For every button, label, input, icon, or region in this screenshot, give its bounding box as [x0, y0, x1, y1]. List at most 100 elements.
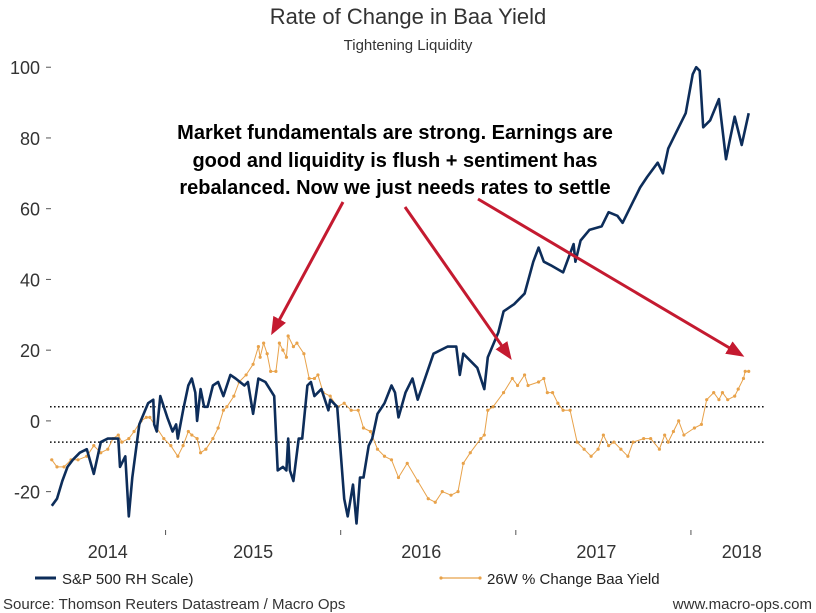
- legend: S&P 500 RH Scale) 26W % Change Baa Yield: [35, 571, 660, 588]
- baa-yield-point: [291, 345, 296, 349]
- baa-yield-point: [741, 376, 746, 381]
- baa-yield-point: [582, 447, 586, 451]
- baa-yield-point: [389, 458, 394, 462]
- baa-yield-point: [92, 444, 96, 448]
- legend-marker: [478, 576, 482, 580]
- baa-yield-point: [682, 433, 686, 437]
- baa-yield-point: [162, 436, 166, 441]
- baa-yield-point: [733, 394, 737, 398]
- baa-yield-point: [195, 436, 199, 441]
- baa-yield-point: [256, 345, 260, 349]
- x-tick-label: 2017: [576, 542, 616, 562]
- y-tick-label: -20: [14, 483, 40, 503]
- baa-yield-point: [405, 461, 409, 465]
- baa-yield-point: [190, 433, 194, 437]
- baa-yield-point: [712, 391, 716, 395]
- annotation: Market fundamentals are strong. Earnings…: [177, 122, 745, 360]
- baa-yield-point: [312, 376, 317, 381]
- baa-yield-point: [486, 408, 490, 412]
- baa-yield-point: [699, 422, 704, 427]
- baa-yield-point: [148, 415, 152, 419]
- baa-yield-point: [251, 362, 255, 366]
- baa-yield-point: [449, 493, 453, 497]
- baa-yield-point: [232, 394, 236, 398]
- baa-yield-point: [307, 376, 311, 381]
- baa-yield-point: [556, 401, 560, 405]
- baa-yield-point: [269, 369, 273, 373]
- baa-yield-point: [186, 429, 190, 434]
- baa-yield-point: [106, 447, 110, 451]
- baa-yield-point: [277, 341, 282, 345]
- annotation-arrow: [271, 201, 345, 336]
- baa-yield-point: [736, 387, 740, 391]
- baa-yield-point: [726, 398, 730, 402]
- baa-yield-point: [295, 341, 299, 345]
- baa-yield-point: [596, 447, 600, 451]
- y-tick-label: 60: [20, 200, 40, 220]
- baa-yield-point: [132, 429, 136, 434]
- baa-yield-point: [375, 447, 380, 451]
- baa-yield-point: [515, 383, 520, 388]
- baa-yield-point: [221, 408, 225, 412]
- baa-yield-point: [619, 447, 623, 451]
- reference-lines: [50, 405, 766, 443]
- baa-yield-point: [55, 465, 59, 469]
- baa-yield-point: [211, 436, 215, 441]
- baa-yield-point: [225, 405, 229, 409]
- baa-yield-point: [631, 440, 635, 444]
- annotation-line-3: rebalanced. Now we just needs rates to s…: [179, 177, 610, 199]
- baa-yield-point: [361, 426, 366, 430]
- annotation-arrow: [403, 206, 512, 360]
- chart-title: Rate of Change in Baa Yield: [270, 4, 546, 29]
- baa-yield-point: [601, 433, 605, 437]
- y-tick-label: 40: [20, 270, 40, 290]
- baa-yield-point: [649, 436, 653, 441]
- baa-yield-point: [204, 447, 208, 451]
- baa-yield-point: [368, 429, 373, 434]
- annotation-arrow: [477, 197, 745, 357]
- baa-yield-point: [281, 348, 285, 352]
- baa-yield-point: [671, 429, 676, 434]
- x-tick-label: 2018: [722, 542, 762, 562]
- baa-yield-point: [657, 447, 662, 451]
- x-tick-label: 2014: [88, 542, 128, 562]
- y-tick-label: 20: [20, 341, 40, 361]
- baa-yield-point: [286, 334, 290, 338]
- baa-yield-point: [666, 440, 670, 444]
- baa-yield-point: [589, 454, 593, 458]
- baa-yield-point: [181, 444, 185, 448]
- baa-yield-point: [302, 352, 306, 356]
- baa-yield-point: [575, 440, 579, 444]
- baa-yield-point: [440, 490, 444, 494]
- baa-yield-point: [426, 497, 430, 501]
- baa-yield-point: [677, 419, 681, 423]
- baa-yield-point: [176, 454, 180, 458]
- baa-yield-point: [612, 440, 616, 444]
- baa-yield-point: [626, 454, 630, 458]
- baa-yield-point: [274, 369, 278, 373]
- baa-yield-point: [396, 475, 401, 480]
- baa-yield-point: [116, 433, 120, 437]
- baa-yield-point: [550, 391, 555, 395]
- baa-yield-point: [416, 479, 420, 483]
- baa-yield-point: [479, 436, 483, 441]
- baa-yield-point: [747, 369, 751, 373]
- baa-yield-line: [51, 335, 749, 503]
- baa-yield-point: [120, 440, 124, 444]
- website-link[interactable]: www.macro-ops.com: [672, 596, 812, 613]
- baa-yield-point: [342, 401, 346, 405]
- baa-yield-point: [127, 436, 131, 441]
- baa-yield-point: [568, 408, 572, 412]
- baa-yield-point: [265, 352, 269, 356]
- y-axis: -20 0 20 40 60 80 100: [10, 58, 51, 503]
- y-tick-label: 100: [10, 58, 40, 78]
- sp500-line: [50, 65, 750, 525]
- baa-yield-point: [50, 458, 54, 462]
- legend-label-baa: 26W % Change Baa Yield: [487, 571, 660, 588]
- y-tick-label: 0: [30, 412, 40, 432]
- baa-yield-point: [743, 369, 747, 373]
- baa-yield-point: [99, 451, 103, 455]
- source-note: Source: Thomson Reuters Datastream / Mac…: [3, 596, 345, 613]
- baa-yield-point: [216, 426, 220, 430]
